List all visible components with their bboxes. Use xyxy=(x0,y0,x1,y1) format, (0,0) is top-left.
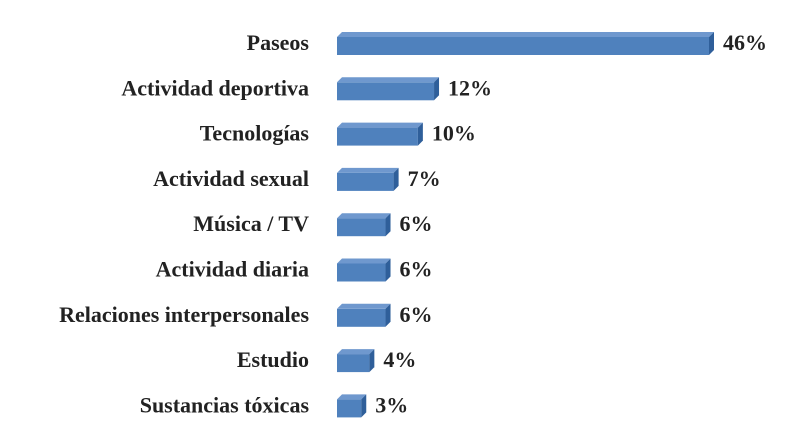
category-label: Actividad deportiva xyxy=(121,75,309,100)
value-labels: 46% 12% 10% 7% 6% 6% 6% 4% 3% xyxy=(375,30,767,417)
category-labels: Paseos Actividad deportiva Tecnologías Acti… xyxy=(59,30,309,417)
bar xyxy=(337,349,375,373)
value-label: 6% xyxy=(400,257,433,282)
value-label: 4% xyxy=(383,347,416,372)
category-label: Tecnologías xyxy=(200,121,310,146)
bar xyxy=(337,167,399,191)
bar xyxy=(337,394,367,418)
category-label: Estudio xyxy=(237,347,309,372)
category-label: Relaciones interpersonales xyxy=(59,302,309,327)
value-label: 7% xyxy=(408,166,441,191)
bar xyxy=(337,77,440,101)
value-label: 3% xyxy=(375,392,408,417)
bar xyxy=(337,258,391,282)
value-label: 46% xyxy=(723,30,767,55)
bar xyxy=(337,303,391,327)
value-label: 6% xyxy=(400,302,433,327)
category-label: Actividad diaria xyxy=(156,257,309,282)
value-label: 10% xyxy=(432,121,476,146)
bar xyxy=(337,32,714,55)
value-label: 12% xyxy=(448,75,492,100)
value-label: 6% xyxy=(400,211,433,236)
category-label: Actividad sexual xyxy=(153,166,309,191)
category-label: Sustancias tóxicas xyxy=(140,392,310,417)
bar xyxy=(337,122,423,146)
bar xyxy=(337,213,391,237)
bars xyxy=(337,32,714,418)
category-label: Música / TV xyxy=(193,211,309,236)
category-label: Paseos xyxy=(247,30,310,55)
